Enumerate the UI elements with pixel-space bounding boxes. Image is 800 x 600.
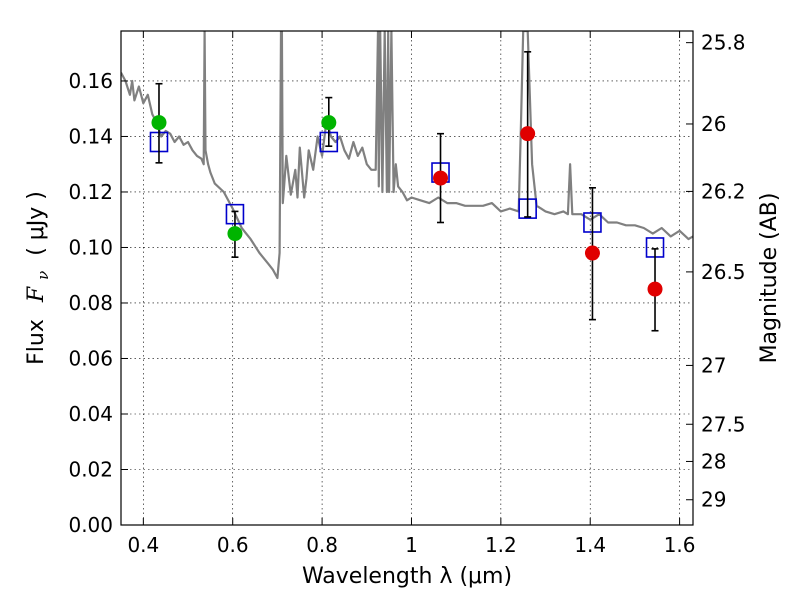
green-data-point: [151, 115, 167, 131]
x-tick-label: 1: [405, 533, 418, 557]
x-tick-label: 0.6: [217, 533, 249, 557]
x-tick-label: 1.2: [485, 533, 517, 557]
y-tick-label: 0.08: [68, 291, 113, 315]
y2-tick-label: 26: [701, 112, 726, 136]
plot-area: [121, 31, 693, 332]
y-tick-label: 0.12: [68, 180, 113, 204]
observed-photometry: [151, 115, 663, 297]
y-tick-label: 0.16: [68, 69, 113, 93]
x-tick-label: 1.6: [664, 533, 696, 557]
y-axis-label-subscript: ν: [34, 271, 52, 280]
y-tick-label: 0.06: [68, 346, 113, 370]
y-axis-label: Flux F ν ( μJy ): [24, 191, 54, 365]
y-tick-label: 0.14: [68, 124, 113, 148]
y2-tick-label: 28: [701, 449, 726, 473]
x-tick-label: 0.4: [127, 533, 159, 557]
plot-frame: [120, 30, 694, 526]
y-tick-label: 0.00: [68, 513, 113, 537]
x-axis: 0.4 0.6 0.8 1 1.2 1.4 1.6: [127, 31, 696, 557]
plot-background: [121, 31, 693, 525]
y2-tick-label: 26.2: [701, 179, 746, 203]
red-data-point: [647, 281, 663, 297]
y2-axis: 25.8 26 26.2 26.5 27 27.5 28 29: [686, 31, 746, 512]
y2-axis-label: Magnitude (AB): [757, 193, 782, 364]
y-tick-label: 0.04: [68, 402, 113, 426]
y-axis-label-unit: ( μJy ): [24, 191, 49, 256]
y2-tick-label: 25.8: [701, 31, 746, 55]
red-data-point: [433, 170, 449, 186]
y2-tick-label: 29: [701, 488, 726, 512]
red-data-point: [520, 126, 536, 142]
red-data-point: [584, 245, 600, 261]
y2-tick-label: 27.5: [701, 412, 746, 436]
y-tick-label: 0.10: [68, 235, 113, 259]
green-data-point: [227, 226, 243, 242]
model-spectrum: [121, 31, 693, 280]
model-spectrum-line: [121, 31, 693, 280]
y-axis: 0.00 0.02 0.04 0.06 0.08 0.10 0.12 0.14 0.16: [68, 69, 128, 537]
y-axis-label-prefix: Flux: [24, 319, 49, 365]
y-axis-label-symbol: F: [24, 286, 49, 303]
x-tick-label: 0.8: [306, 533, 338, 557]
y2-tick-label: 27: [701, 353, 726, 377]
x-axis-label: Wavelength λ (μm): [302, 564, 512, 589]
y2-tick-label: 26.5: [701, 260, 746, 284]
x-tick-label: 1.4: [574, 533, 606, 557]
green-data-point: [321, 115, 337, 131]
y-tick-label: 0.02: [68, 457, 113, 481]
